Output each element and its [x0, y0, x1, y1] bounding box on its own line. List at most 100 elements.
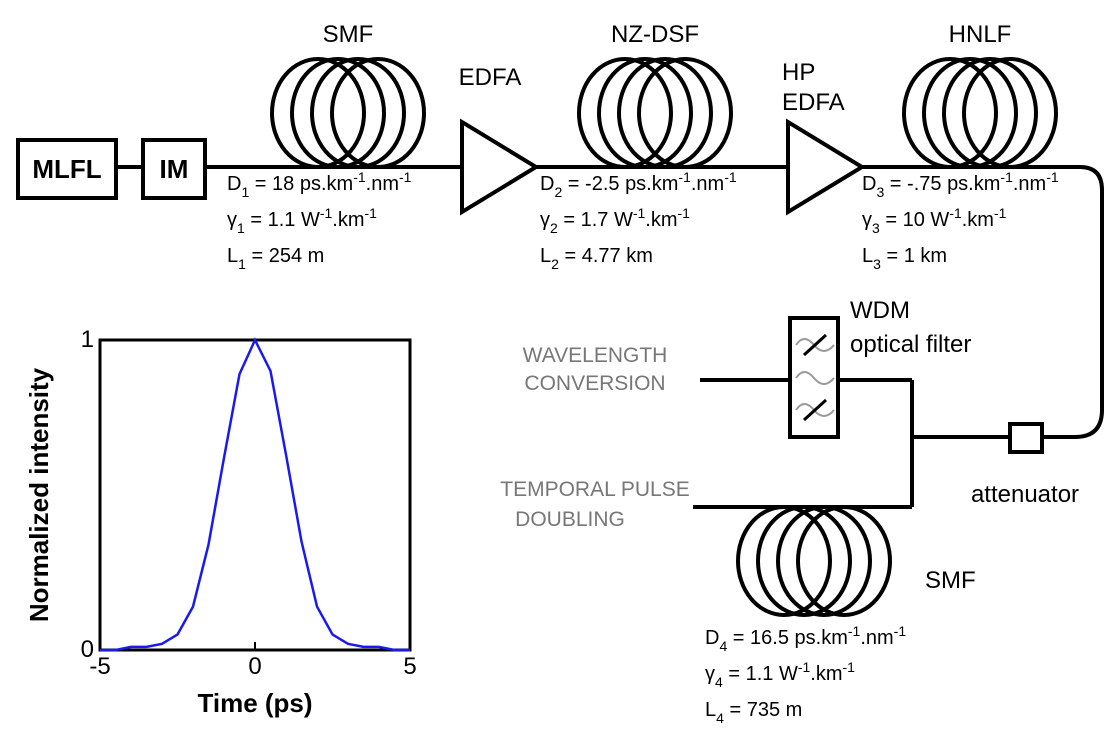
- param-text: = 254 m: [246, 245, 324, 267]
- param-text: γ: [227, 209, 237, 231]
- fiber-param: L2 = 4.77 km: [540, 245, 653, 272]
- param-sub: 4: [716, 710, 724, 726]
- param-text: .km: [645, 209, 677, 231]
- param-text: = 4.77 km: [559, 245, 653, 267]
- wdm-label: WDM: [850, 297, 910, 324]
- fiber-param: γ3 = 10 W-1.km-1: [862, 205, 1007, 236]
- param-sup: -1: [678, 205, 691, 221]
- param-text: = 10 W: [880, 209, 950, 231]
- param-sup: -1: [949, 205, 962, 221]
- y-tick-label: 1: [81, 326, 94, 353]
- param-sub: 2: [551, 256, 559, 272]
- smf-coil: [270, 57, 426, 169]
- x-tick-label: -5: [89, 653, 110, 680]
- param-sup: -1: [843, 659, 856, 675]
- param-text: = 1.7 W: [558, 209, 633, 231]
- param-text: D: [705, 627, 719, 649]
- fiber-param: γ1 = 1.1 W-1.km-1: [227, 205, 377, 236]
- smf4-coil: [736, 505, 892, 617]
- param-text: = 735 m: [724, 699, 802, 721]
- param-sub: 4: [715, 674, 723, 690]
- param-sup: -1: [399, 169, 412, 185]
- fiber-param: γ2 = 1.7 W-1.km-1: [540, 205, 690, 236]
- param-sup: -1: [678, 169, 691, 185]
- fiber-param: D1 = 18 ps.km-1.nm-1: [227, 169, 412, 200]
- param-sup: -1: [724, 169, 737, 185]
- fiber-param: D3 = -.75 ps.km-1.nm-1: [862, 169, 1059, 200]
- plot-frame: [98, 338, 412, 652]
- param-text: .nm: [691, 173, 724, 195]
- mlfl-label: MLFL: [32, 154, 101, 184]
- param-sup: -1: [365, 205, 378, 221]
- temporal-label: TEMPORAL PULSE: [500, 478, 689, 501]
- param-text: .km: [962, 209, 994, 231]
- param-sub: 3: [873, 256, 881, 272]
- param-text: .nm: [860, 627, 893, 649]
- param-sup: -1: [353, 169, 366, 185]
- nzdsf-coil: [577, 57, 733, 169]
- attenuator-box: [1008, 422, 1044, 454]
- im-label: IM: [160, 154, 189, 184]
- param-sup: -1: [848, 623, 861, 639]
- param-text: γ: [705, 663, 715, 685]
- param-sub: 1: [237, 220, 245, 236]
- fiber-param: D2 = -2.5 ps.km-1.nm-1: [540, 169, 737, 200]
- param-text: = 18 ps.km: [249, 173, 353, 195]
- fiber-param: γ4 = 1.1 W-1.km-1: [705, 659, 855, 690]
- smf-label: SMF: [323, 21, 374, 48]
- conversion-label: CONVERSION: [524, 372, 665, 395]
- param-sup: -1: [1000, 169, 1013, 185]
- param-sub: 1: [241, 184, 249, 200]
- param-text: D: [862, 173, 876, 195]
- nzdsf-label: NZ-DSF: [611, 21, 699, 48]
- x-tick-label: 0: [248, 653, 261, 680]
- filter-waves: [795, 338, 835, 417]
- y-axis-label: Normalized intensity: [24, 367, 54, 622]
- param-text: D: [227, 173, 241, 195]
- param-sup: -1: [894, 623, 907, 639]
- param-text: .nm: [1013, 173, 1046, 195]
- param-text: γ: [862, 209, 872, 231]
- hnlf-coil: [902, 57, 1058, 169]
- hp-label: HP: [782, 59, 815, 86]
- edfa-amp: [460, 118, 540, 216]
- param-text: .km: [332, 209, 364, 231]
- filter-label: optical filter: [850, 331, 971, 358]
- pulse-line: [100, 337, 410, 652]
- param-sub: 2: [554, 184, 562, 200]
- param-text: = 1 km: [881, 245, 947, 267]
- param-text: L: [705, 699, 716, 721]
- param-text: = 1.1 W: [723, 663, 798, 685]
- fiber-param: L3 = 1 km: [862, 245, 947, 272]
- attenuator-label: attenuator: [971, 481, 1079, 508]
- param-text: L: [862, 245, 873, 267]
- param-sup: -1: [994, 205, 1007, 221]
- edfa-label: EDFA: [459, 64, 522, 91]
- param-text: L: [227, 245, 238, 267]
- hnlf-label: HNLF: [949, 21, 1012, 48]
- param-text: .nm: [366, 173, 399, 195]
- wdm-filter: [788, 316, 840, 439]
- param-text: γ: [540, 209, 550, 231]
- param-text: L: [540, 245, 551, 267]
- param-sup: -1: [633, 205, 646, 221]
- param-sub: 1: [238, 256, 246, 272]
- x-axis-label: Time (ps): [197, 688, 312, 718]
- param-sub: 4: [719, 638, 727, 654]
- fiber-param: D4 = 16.5 ps.km-1.nm-1: [705, 623, 906, 654]
- param-sup: -1: [798, 659, 811, 675]
- filter-marks: [802, 333, 828, 422]
- param-sub: 3: [872, 220, 880, 236]
- fiber-param: L4 = 735 m: [705, 699, 802, 726]
- param-sup: -1: [320, 205, 333, 221]
- param-text: .km: [810, 663, 842, 685]
- doubling-label: DOUBLING: [515, 508, 625, 531]
- wavelength-label: WAVELENGTH: [523, 344, 668, 367]
- smf4-label: SMF: [925, 567, 976, 594]
- param-text: = -2.5 ps.km: [562, 173, 678, 195]
- param-text: = -.75 ps.km: [884, 173, 1000, 195]
- param-sub: 3: [876, 184, 884, 200]
- y-tick-label: 0: [81, 636, 94, 663]
- fiber-param: L1 = 254 m: [227, 245, 324, 272]
